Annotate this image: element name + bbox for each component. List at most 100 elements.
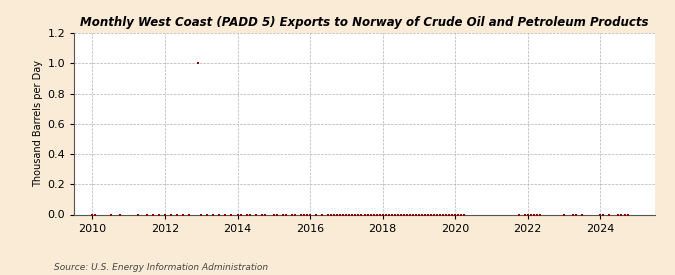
Point xyxy=(441,212,452,217)
Point xyxy=(359,212,370,217)
Point xyxy=(571,212,582,217)
Point xyxy=(344,212,355,217)
Point xyxy=(87,212,98,217)
Point xyxy=(459,212,470,217)
Point xyxy=(559,212,570,217)
Point xyxy=(178,212,188,217)
Point xyxy=(374,212,385,217)
Point xyxy=(396,212,406,217)
Point xyxy=(332,212,343,217)
Point xyxy=(398,212,409,217)
Point xyxy=(286,212,297,217)
Point xyxy=(296,212,306,217)
Point xyxy=(147,212,158,217)
Point xyxy=(619,212,630,217)
Point xyxy=(404,212,415,217)
Point xyxy=(447,212,458,217)
Point xyxy=(389,212,400,217)
Point xyxy=(383,212,394,217)
Point xyxy=(142,212,153,217)
Point xyxy=(326,212,337,217)
Point xyxy=(622,212,633,217)
Point xyxy=(429,212,439,217)
Point xyxy=(525,212,536,217)
Point xyxy=(535,212,545,217)
Point xyxy=(298,212,309,217)
Point xyxy=(202,212,213,217)
Point xyxy=(371,212,382,217)
Point xyxy=(353,212,364,217)
Point xyxy=(380,212,391,217)
Point xyxy=(244,212,255,217)
Point xyxy=(513,212,524,217)
Point xyxy=(347,212,358,217)
Point xyxy=(377,212,388,217)
Point xyxy=(519,212,530,217)
Point xyxy=(613,212,624,217)
Point xyxy=(595,212,605,217)
Point xyxy=(114,212,125,217)
Point xyxy=(420,212,431,217)
Point xyxy=(304,212,315,217)
Point xyxy=(329,212,340,217)
Point xyxy=(271,212,282,217)
Point xyxy=(450,212,460,217)
Point xyxy=(386,212,397,217)
Point xyxy=(414,212,425,217)
Point xyxy=(350,212,361,217)
Point xyxy=(453,212,464,217)
Point xyxy=(250,212,261,217)
Point xyxy=(184,212,194,217)
Point xyxy=(356,212,367,217)
Point xyxy=(171,212,182,217)
Point xyxy=(105,212,116,217)
Point xyxy=(423,212,433,217)
Point xyxy=(368,212,379,217)
Point xyxy=(598,212,609,217)
Point xyxy=(335,212,346,217)
Point xyxy=(432,212,443,217)
Point xyxy=(604,212,615,217)
Point xyxy=(269,212,279,217)
Point xyxy=(456,212,466,217)
Point xyxy=(341,212,352,217)
Point xyxy=(529,212,539,217)
Point xyxy=(531,212,542,217)
Point xyxy=(132,212,143,217)
Point xyxy=(196,212,207,217)
Point xyxy=(277,212,288,217)
Point xyxy=(153,212,164,217)
Point xyxy=(443,212,454,217)
Text: Source: U.S. Energy Information Administration: Source: U.S. Energy Information Administ… xyxy=(54,263,268,272)
Point xyxy=(576,212,587,217)
Point xyxy=(226,212,237,217)
Point xyxy=(214,212,225,217)
Point xyxy=(392,212,403,217)
Point xyxy=(290,212,300,217)
Point xyxy=(90,212,101,217)
Title: Monthly West Coast (PADD 5) Exports to Norway of Crude Oil and Petroleum Product: Monthly West Coast (PADD 5) Exports to N… xyxy=(80,16,649,29)
Point xyxy=(193,61,204,65)
Point xyxy=(159,212,170,217)
Point xyxy=(241,212,252,217)
Point xyxy=(338,212,349,217)
Point xyxy=(310,212,321,217)
Point xyxy=(232,212,243,217)
Point xyxy=(281,212,292,217)
Point xyxy=(220,212,231,217)
Point xyxy=(165,212,176,217)
Point xyxy=(426,212,437,217)
Point xyxy=(568,212,578,217)
Point xyxy=(362,212,373,217)
Point xyxy=(408,212,418,217)
Point xyxy=(208,212,219,217)
Point xyxy=(522,212,533,217)
Point xyxy=(256,212,267,217)
Point xyxy=(235,212,246,217)
Point xyxy=(317,212,327,217)
Point xyxy=(435,212,446,217)
Point xyxy=(616,212,627,217)
Point xyxy=(323,212,333,217)
Point xyxy=(302,212,313,217)
Point xyxy=(437,212,448,217)
